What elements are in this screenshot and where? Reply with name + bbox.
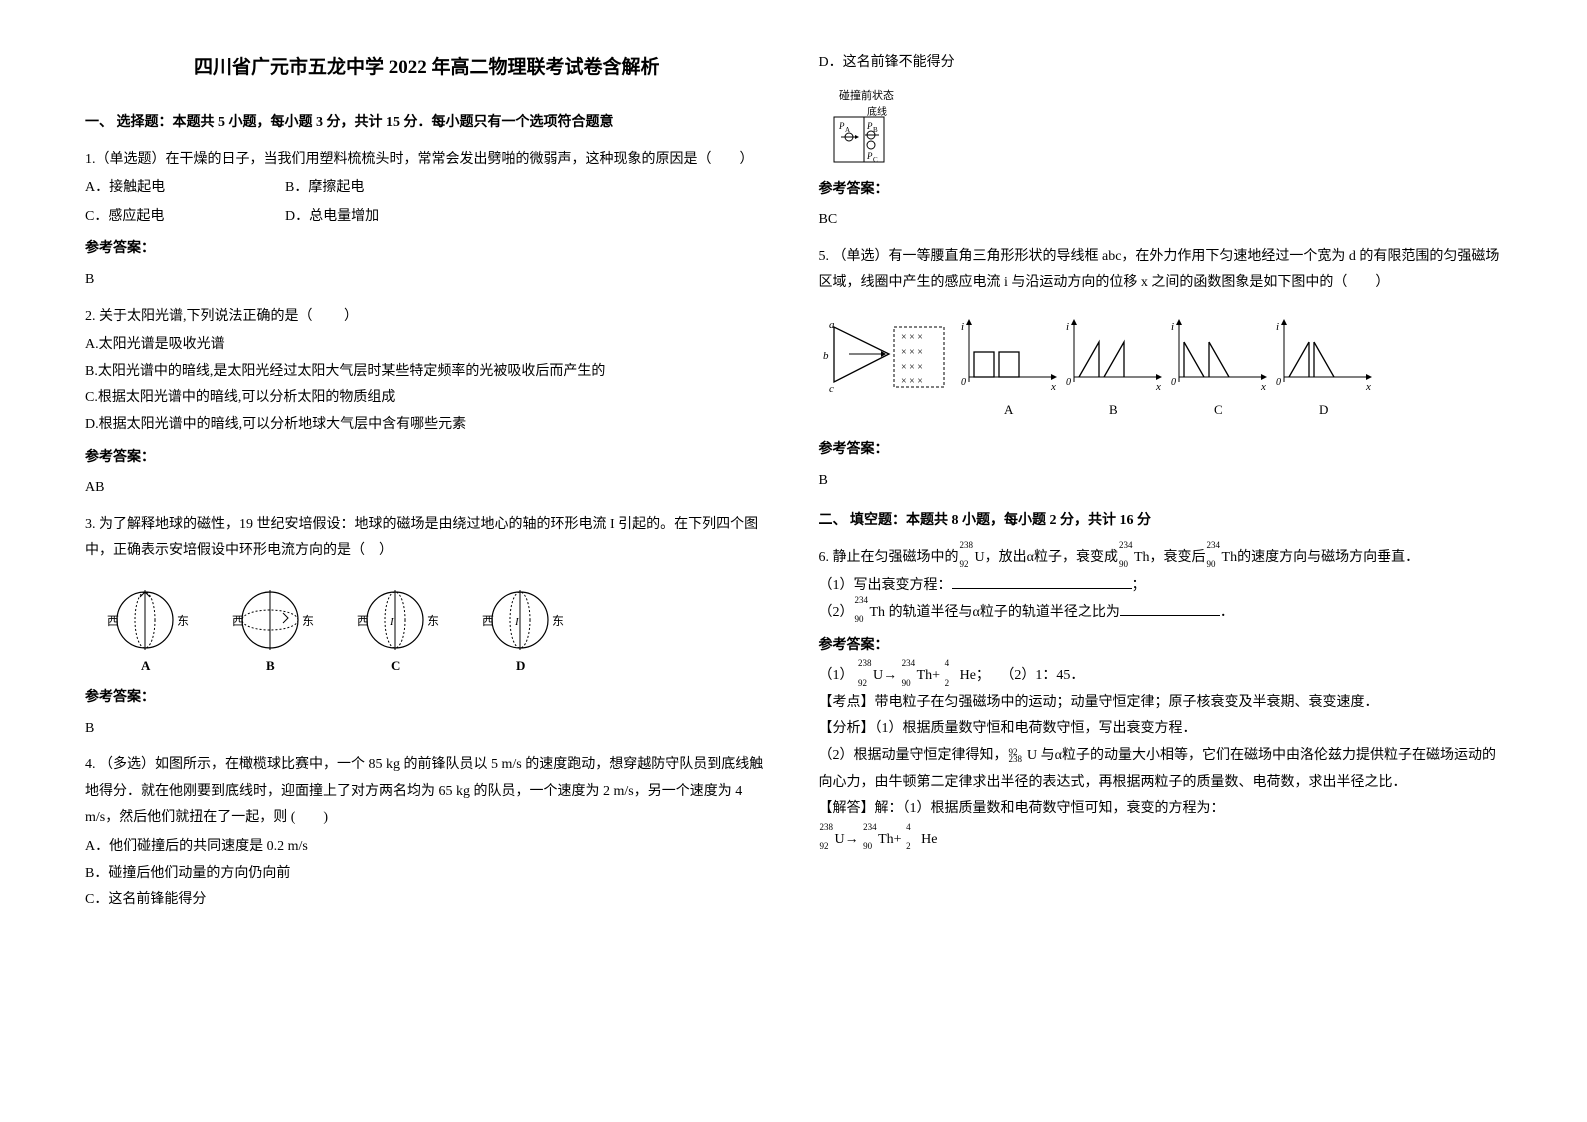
- svg-text:x: x: [1365, 381, 1371, 393]
- q3-figure: 西 东 A 西 东 B 西: [85, 575, 769, 675]
- question-4-cont: D．这名前锋不能得分 碰撞前状态 底线 PA PB PC 参考答案： BC: [819, 50, 1503, 234]
- right-column: D．这名前锋不能得分 碰撞前状态 底线 PA PB PC 参考答案： BC 5.…: [794, 50, 1528, 1072]
- q2-option-b: B.太阳光谱中的暗线,是太阳光经过太阳大气层时某些特定频率的光被吸收后而产生的: [85, 359, 769, 386]
- q6-sub1: （1）写出衰变方程：；: [819, 573, 1503, 600]
- svg-text:C: C: [873, 156, 878, 164]
- q5-text: 5. （单选）有一等腰直角三角形形状的导线框 abc，在外力作用下匀速地经过一个…: [819, 244, 1503, 297]
- q3-answer: B: [85, 716, 769, 743]
- svg-text:C: C: [391, 658, 400, 673]
- svg-text:A: A: [1004, 402, 1014, 417]
- q5-answer-label: 参考答案：: [819, 437, 1503, 464]
- q2-option-c: C.根据太阳光谱中的暗线,可以分析太阳的物质组成: [85, 385, 769, 412]
- q1-answer: B: [85, 267, 769, 294]
- svg-text:西: 西: [232, 614, 244, 628]
- q1-text: 1.（单选题）在干燥的日子，当我们用塑料梳梳头时，常常会发出劈啪的微弱声，这种现…: [85, 147, 769, 174]
- svg-text:西: 西: [107, 614, 119, 628]
- q2-option-d: D.根据太阳光谱中的暗线,可以分析地球大气层中含有哪些元素: [85, 412, 769, 439]
- svg-text:0: 0: [1066, 377, 1071, 388]
- svg-text:西: 西: [357, 614, 369, 628]
- svg-text:× × ×: × × ×: [901, 347, 923, 358]
- q1-option-b: B．摩擦起电: [285, 175, 485, 202]
- q5-figure: a b c × × × × × × × × × × × ×: [819, 307, 1503, 427]
- svg-text:P: P: [866, 151, 873, 161]
- svg-text:I: I: [389, 616, 395, 628]
- svg-text:× × ×: × × ×: [901, 362, 923, 373]
- svg-text:i: i: [1276, 321, 1279, 333]
- q6-kaodian: 【考点】带电粒子在匀强磁场中的运动；动量守恒定律；原子核衰变及半衰期、衰变速度．: [819, 690, 1503, 717]
- svg-text:P: P: [838, 121, 845, 131]
- q4-option-a: A．他们碰撞后的共同速度是 0.2 m/s: [85, 834, 769, 861]
- svg-text:c: c: [829, 383, 834, 395]
- q6-sub2: （2）23490Th 的轨道半径与α粒子的轨道半径之比为．: [819, 600, 1503, 627]
- svg-text:0: 0: [1171, 377, 1176, 388]
- svg-text:i: i: [961, 321, 964, 333]
- svg-text:× × ×: × × ×: [901, 376, 923, 387]
- q6-answer-label: 参考答案：: [819, 633, 1503, 660]
- svg-text:P: P: [866, 121, 873, 131]
- q6-answer-1: （1） 23892U→ 23490Th+ 42He； （2）1：45．: [819, 663, 1503, 690]
- svg-text:i: i: [1171, 321, 1174, 333]
- svg-text:B: B: [266, 658, 275, 673]
- q4-option-d: D．这名前锋不能得分: [819, 50, 1503, 77]
- svg-text:东: 东: [552, 614, 564, 628]
- q6-equation: 23892U→ 23490Th+ 42He: [819, 827, 1503, 854]
- q1-option-d: D．总电量增加: [285, 204, 485, 231]
- svg-text:0: 0: [1276, 377, 1281, 388]
- svg-text:b: b: [823, 350, 829, 362]
- q4-option-c: C．这名前锋能得分: [85, 887, 769, 914]
- question-1: 1.（单选题）在干燥的日子，当我们用塑料梳梳头时，常常会发出劈啪的微弱声，这种现…: [85, 147, 769, 294]
- svg-text:B: B: [1109, 402, 1118, 417]
- question-6: 6. 静止在匀强磁场中的23892U，放出α粒子，衰变成23490Th，衰变后2…: [819, 545, 1503, 854]
- svg-text:x: x: [1260, 381, 1266, 393]
- exam-title: 四川省广元市五龙中学 2022 年高二物理联考试卷含解析: [85, 50, 769, 86]
- q4-fig-label: 碰撞前状态: [839, 88, 894, 102]
- section-2-heading: 二、 填空题：本题共 8 小题，每小题 2 分，共计 16 分: [819, 508, 1503, 535]
- q2-text: 2. 关于太阳光谱,下列说法正确的是（ ）: [85, 304, 769, 331]
- q5-answer: B: [819, 468, 1503, 495]
- q4-answer-label: 参考答案：: [819, 177, 1503, 204]
- q3-answer-label: 参考答案：: [85, 685, 769, 712]
- svg-text:a: a: [829, 319, 835, 331]
- svg-text:x: x: [1155, 381, 1161, 393]
- q4-answer: BC: [819, 207, 1503, 234]
- question-3: 3. 为了解释地球的磁性，19 世纪安培假设：地球的磁场是由绕过地心的轴的环形电…: [85, 512, 769, 742]
- svg-text:A: A: [141, 658, 151, 673]
- svg-text:I: I: [514, 616, 520, 628]
- q6-fenxi-2: （2）根据动量守恒定律得知，23892 U 与α粒子的动量大小相等，它们在磁场中…: [819, 743, 1503, 796]
- svg-text:西: 西: [482, 614, 494, 628]
- q1-option-c: C．感应起电: [85, 204, 285, 231]
- q2-option-a: A.太阳光谱是吸收光谱: [85, 332, 769, 359]
- q2-answer-label: 参考答案：: [85, 445, 769, 472]
- svg-text:D: D: [516, 658, 525, 673]
- svg-text:× × ×: × × ×: [901, 332, 923, 343]
- section-1-heading: 一、 选择题：本题共 5 小题，每小题 3 分，共计 15 分．每小题只有一个选…: [85, 110, 769, 137]
- question-4: 4. （多选）如图所示，在橄榄球比赛中，一个 85 kg 的前锋队员以 5 m/…: [85, 752, 769, 914]
- svg-text:东: 东: [302, 614, 314, 628]
- svg-text:东: 东: [427, 614, 439, 628]
- question-5: 5. （单选）有一等腰直角三角形形状的导线框 abc，在外力作用下匀速地经过一个…: [819, 244, 1503, 494]
- svg-text:i: i: [1066, 321, 1069, 333]
- svg-text:底线: 底线: [867, 105, 887, 118]
- q6-fenxi: 【分析】（1）根据质量数守恒和电荷数守恒，写出衰变方程．: [819, 716, 1503, 743]
- q1-option-a: A．接触起电: [85, 175, 285, 202]
- question-2: 2. 关于太阳光谱,下列说法正确的是（ ） A.太阳光谱是吸收光谱 B.太阳光谱…: [85, 304, 769, 502]
- q4-figure: 碰撞前状态 底线 PA PB PC: [819, 87, 1503, 167]
- svg-text:D: D: [1319, 402, 1328, 417]
- q4-text: 4. （多选）如图所示，在橄榄球比赛中，一个 85 kg 的前锋队员以 5 m/…: [85, 752, 769, 832]
- q6-jieda: 【解答】解：（1）根据质量数和电荷数守恒可知，衰变的方程为：: [819, 796, 1503, 823]
- svg-text:C: C: [1214, 402, 1223, 417]
- q1-answer-label: 参考答案：: [85, 236, 769, 263]
- q3-text: 3. 为了解释地球的磁性，19 世纪安培假设：地球的磁场是由绕过地心的轴的环形电…: [85, 512, 769, 565]
- svg-text:0: 0: [961, 377, 966, 388]
- q4-option-b: B．碰撞后他们动量的方向仍向前: [85, 861, 769, 888]
- svg-text:东: 东: [177, 614, 189, 628]
- svg-text:x: x: [1050, 381, 1056, 393]
- q2-answer: AB: [85, 475, 769, 502]
- left-column: 四川省广元市五龙中学 2022 年高二物理联考试卷含解析 一、 选择题：本题共 …: [60, 50, 794, 1072]
- q6-text: 6. 静止在匀强磁场中的23892U，放出α粒子，衰变成23490Th，衰变后2…: [819, 545, 1503, 572]
